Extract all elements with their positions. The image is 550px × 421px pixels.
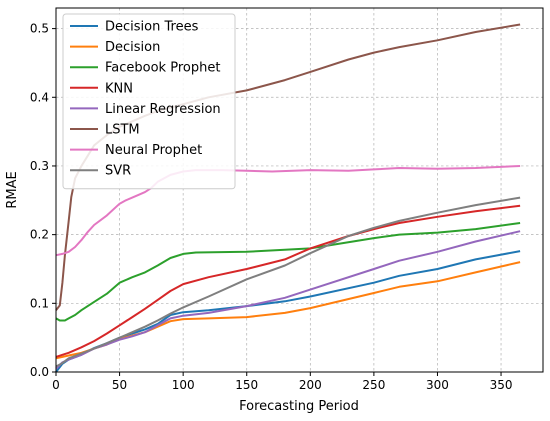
- y-tick-label: 0.4: [30, 90, 49, 104]
- legend-label: Facebook Prophet: [105, 61, 220, 76]
- x-tick-label: 350: [490, 378, 513, 392]
- x-tick-label: 200: [299, 378, 322, 392]
- y-tick-label: 0.2: [30, 228, 49, 242]
- x-tick-label: 150: [235, 378, 258, 392]
- legend: Decision Trees Decision Facebook Prophet KN…: [62, 13, 236, 190]
- legend-label: Linear Regression: [105, 102, 221, 117]
- y-axis-label: RMAE: [5, 171, 20, 208]
- legend-label: Neural Prophet: [105, 143, 202, 158]
- x-tick-label: 50: [112, 378, 127, 392]
- plot-frame: [55, 7, 544, 373]
- y-axis: 0.0 0.1 0.2 0.3 0.4 0.5: [30, 22, 56, 379]
- x-tick-label: 300: [426, 378, 449, 392]
- legend-label: KNN: [105, 81, 133, 96]
- x-tick-label: 250: [362, 378, 385, 392]
- series-line-facebook-prophet: [55, 222, 521, 322]
- y-tick-label: 0.5: [30, 22, 49, 36]
- x-tick-label: 100: [172, 378, 195, 392]
- legend-label: LSTM: [105, 123, 140, 138]
- legend-box: [62, 13, 236, 190]
- series-lines: [55, 23, 521, 373]
- legend-label: Decision: [105, 40, 160, 55]
- y-tick-label: 0.1: [30, 296, 49, 310]
- series-line-svr: [55, 196, 521, 368]
- x-axis-label: Forecasting Period: [239, 399, 359, 414]
- y-tick-label: 0.0: [30, 365, 49, 379]
- legend-label: Decision Trees: [105, 20, 199, 35]
- series-line-knn: [55, 204, 521, 358]
- x-tick-label: 0: [52, 378, 60, 392]
- x-axis: 0 50 100 150 200 250 300 350: [52, 372, 512, 392]
- y-tick-label: 0.3: [30, 159, 49, 173]
- legend-label: SVR: [105, 164, 131, 179]
